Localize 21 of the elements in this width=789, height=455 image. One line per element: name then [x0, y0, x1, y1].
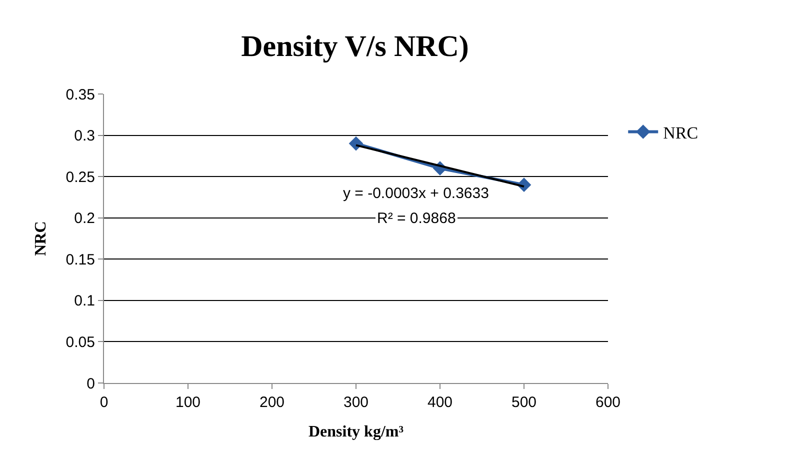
x-tick-label: 0 [100, 394, 108, 411]
y-tick-label: 0.15 [66, 251, 95, 268]
x-tick-label: 500 [511, 394, 537, 411]
y-tick-label: 0 [86, 375, 95, 392]
y-tick-label: 0.3 [74, 128, 95, 145]
x-tick-label: 300 [343, 394, 369, 411]
x-axis-title: Density kg/m³ [308, 424, 404, 441]
y-tick-label: 0.1 [74, 292, 95, 310]
y-axis-title: NRC [32, 221, 50, 256]
y-tick-label: 0.25 [66, 168, 95, 186]
chart-title: Density V/s NRC) [241, 30, 469, 63]
x-tick-label: 200 [259, 394, 285, 411]
legend-label: NRC [663, 123, 698, 142]
x-tick-label: 100 [175, 394, 201, 411]
y-tick-label: 0.35 [66, 86, 95, 104]
y-tick-label: 0.2 [74, 210, 95, 228]
annotation: R² = 0.9868 [377, 210, 456, 227]
y-tick-label: 0.05 [66, 334, 95, 351]
annotation: y = -0.0003x + 0.3633 [343, 185, 489, 202]
x-tick-label: 600 [595, 394, 621, 411]
x-tick-label: 400 [427, 394, 453, 411]
